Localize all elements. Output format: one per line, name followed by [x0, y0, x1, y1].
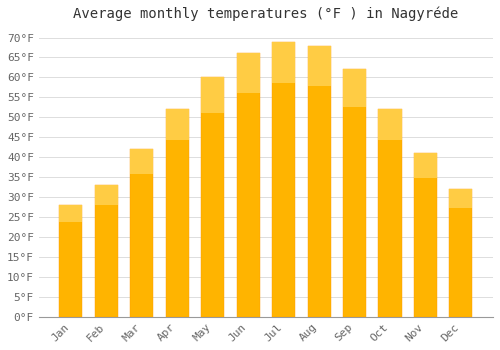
Bar — [272, 42, 295, 83]
Bar — [378, 109, 402, 140]
Bar — [236, 54, 260, 317]
Bar — [166, 109, 189, 140]
Bar — [130, 149, 154, 174]
Bar — [414, 153, 437, 178]
Bar — [343, 69, 366, 317]
Bar — [201, 77, 224, 317]
Bar — [201, 77, 224, 113]
Bar — [378, 109, 402, 317]
Bar — [414, 153, 437, 317]
Title: Average monthly temperatures (°F ) in Nagyréde: Average monthly temperatures (°F ) in Na… — [74, 7, 458, 21]
Bar — [308, 46, 330, 317]
Bar — [450, 189, 472, 208]
Bar — [236, 54, 260, 93]
Bar — [272, 42, 295, 317]
Bar — [450, 189, 472, 317]
Bar — [343, 69, 366, 106]
Bar — [130, 149, 154, 317]
Bar — [308, 46, 330, 86]
Bar — [166, 109, 189, 317]
Bar — [60, 205, 82, 222]
Bar — [95, 185, 118, 317]
Bar — [60, 205, 82, 317]
Bar — [95, 185, 118, 205]
